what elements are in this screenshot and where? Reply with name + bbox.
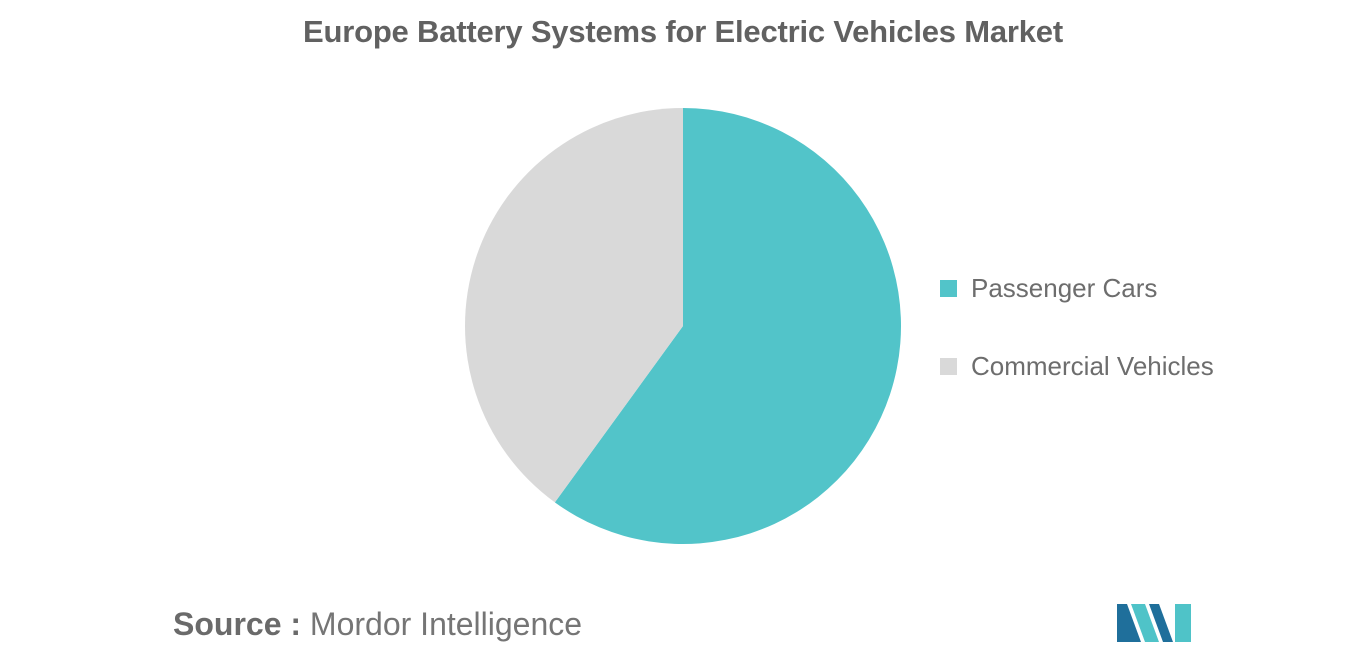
logo-shape-2 (1131, 604, 1159, 642)
pie-slice-commercial-vehicles (465, 108, 683, 503)
source-name: Mordor Intelligence (309, 606, 583, 642)
logo-shape-4 (1175, 604, 1191, 642)
legend-swatch-commercial-vehicles (940, 357, 957, 375)
source-footer: Source : Mordor Intelligence (173, 606, 582, 643)
logo-shape-1 (1117, 604, 1141, 642)
legend-item-passenger-cars: Passenger Cars (940, 270, 1214, 306)
mordor-intelligence-logo-icon (1117, 604, 1191, 642)
legend-swatch-passenger-cars (940, 279, 957, 297)
legend-item-commercial-vehicles: Commercial Vehicles (940, 348, 1214, 384)
logo-shape-3 (1149, 604, 1173, 642)
chart-title: Europe Battery Systems for Electric Vehi… (303, 14, 1063, 49)
pie-slice-passenger-cars (554, 108, 902, 545)
source-label: Source : (173, 606, 302, 642)
legend-label-passenger-cars: Passenger Cars (971, 272, 1158, 303)
legend-label-commercial-vehicles: Commercial Vehicles (971, 350, 1214, 381)
pie-chart (465, 108, 902, 545)
legend: Passenger Cars Commercial Vehicles (940, 270, 1214, 426)
